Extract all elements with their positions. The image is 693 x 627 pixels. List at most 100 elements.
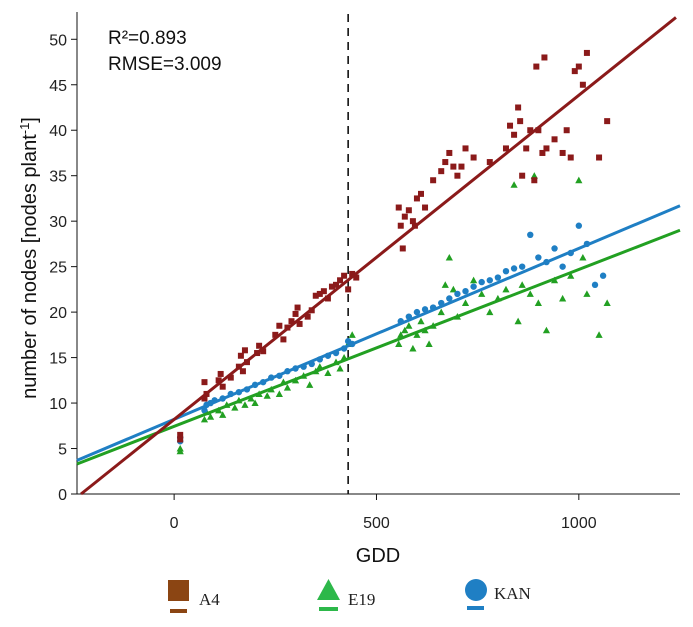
data-point-a4	[446, 149, 453, 156]
data-point-e19	[514, 317, 522, 325]
data-point-e19	[502, 285, 510, 293]
data-point-a4	[395, 204, 402, 211]
data-point-a4	[288, 318, 295, 325]
data-point-e19	[449, 285, 457, 293]
data-point-a4	[337, 277, 344, 284]
data-point-kan	[462, 287, 469, 295]
data-point-e19	[575, 176, 583, 184]
legend-a4-line	[170, 609, 187, 613]
data-point-e19	[413, 331, 421, 338]
data-point-kan	[527, 231, 534, 239]
data-point-a4	[539, 149, 546, 156]
x-tick-label: 500	[363, 515, 390, 532]
data-point-a4	[507, 122, 514, 129]
data-point-e19	[200, 415, 209, 423]
data-point-e19	[405, 322, 413, 329]
data-point-e19	[336, 364, 344, 372]
y-tick-label: 35	[49, 169, 67, 186]
data-point-a4	[316, 290, 323, 297]
data-point-kan	[454, 290, 461, 298]
data-point-a4	[517, 118, 524, 125]
data-point-e19	[395, 340, 403, 347]
data-point-a4	[312, 292, 319, 299]
data-point-a4	[531, 177, 538, 184]
y-tick-label: 40	[49, 123, 67, 140]
x-tick-label: 1000	[561, 515, 597, 532]
data-point-e19	[603, 299, 611, 307]
data-point-a4	[401, 213, 408, 220]
series-layer	[76, 16, 681, 496]
data-point-a4	[523, 145, 530, 152]
data-point-a4	[304, 313, 311, 320]
y-tick-label: 50	[49, 32, 67, 49]
data-point-e19	[518, 281, 526, 288]
data-point-e19	[486, 308, 494, 316]
data-point-e19	[526, 290, 534, 297]
data-point-a4	[541, 54, 548, 61]
y-axis-title-close: ]	[19, 117, 41, 123]
data-point-a4	[272, 331, 279, 338]
legend-e19-marker	[317, 579, 340, 600]
legend-a4-marker	[168, 580, 189, 601]
data-point-e19	[251, 399, 259, 407]
annotation-layer: R²=0.893 RMSE=3.009	[108, 28, 222, 75]
data-point-e19	[263, 392, 271, 399]
data-point-kan	[591, 281, 599, 289]
data-point-a4	[454, 172, 461, 179]
series-e19-points	[176, 172, 611, 455]
data-point-a4	[276, 322, 283, 329]
data-point-a4	[217, 370, 224, 377]
data-point-a4	[280, 336, 287, 343]
data-point-a4	[458, 163, 465, 170]
data-point-a4	[333, 281, 340, 288]
data-point-a4	[442, 159, 449, 166]
data-point-e19	[241, 401, 249, 408]
data-point-e19	[348, 331, 356, 338]
y-tick-label: 45	[49, 78, 67, 95]
data-point-a4	[519, 172, 526, 179]
data-point-a4	[596, 154, 603, 161]
y-tick-label: 25	[49, 260, 67, 277]
data-point-a4	[296, 320, 303, 327]
data-point-a4	[413, 195, 420, 202]
data-point-a4	[430, 177, 437, 184]
y-axis-title: number of nodes [nodes plant-1]	[17, 117, 41, 399]
data-point-e19	[478, 290, 486, 297]
data-point-a4	[201, 395, 208, 402]
data-point-a4	[486, 159, 493, 166]
data-point-kan	[559, 263, 566, 270]
data-point-a4	[397, 222, 404, 229]
data-point-e19	[461, 299, 470, 307]
y-tick-label: 10	[49, 396, 67, 413]
data-point-e19	[306, 381, 314, 388]
data-point-kan	[535, 254, 542, 261]
data-point-a4	[292, 310, 299, 317]
data-point-e19	[559, 294, 567, 302]
data-point-kan	[599, 272, 607, 279]
data-point-e19	[283, 383, 292, 391]
data-point-a4	[239, 368, 246, 375]
data-point-a4	[320, 288, 327, 295]
data-point-e19	[530, 172, 538, 179]
legend-kan-marker	[465, 579, 487, 601]
data-point-kan	[502, 267, 510, 275]
data-point-a4	[438, 168, 445, 175]
data-point-a4	[559, 149, 566, 156]
data-point-a4	[563, 127, 570, 134]
y-tick-label: 5	[58, 442, 67, 459]
data-point-a4	[470, 154, 477, 161]
data-point-e19	[231, 404, 239, 411]
data-point-a4	[551, 136, 558, 143]
plot-axes: 0 500 1000 0 5 10 15 20 25 30 35 40 45 50	[49, 12, 680, 532]
data-point-e19	[441, 281, 449, 288]
data-point-a4	[294, 304, 301, 311]
data-point-a4	[409, 218, 416, 225]
data-point-e19	[583, 290, 591, 297]
series-a4-points	[177, 49, 611, 443]
data-point-a4	[201, 379, 208, 386]
data-point-a4	[353, 274, 360, 281]
data-point-a4	[535, 127, 542, 134]
data-point-e19	[247, 394, 255, 402]
data-point-a4	[462, 145, 469, 152]
data-point-a4	[349, 270, 356, 277]
